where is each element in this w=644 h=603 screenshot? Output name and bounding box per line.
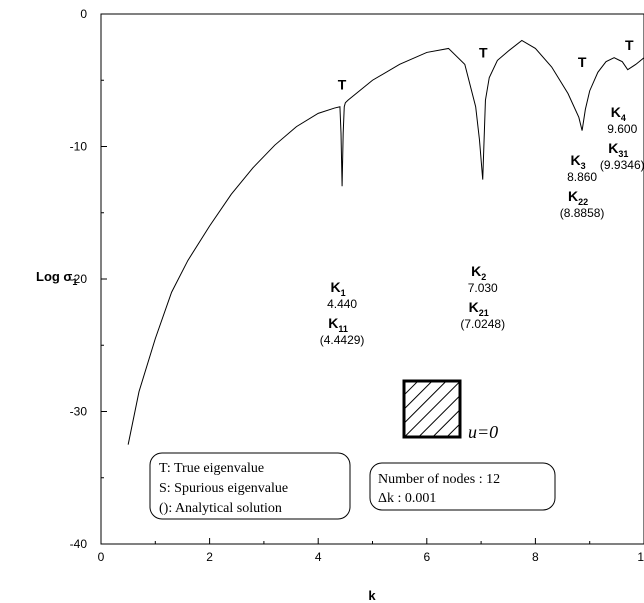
legend-item: S: Spurious eigenvalue [159, 481, 288, 496]
legend-item: T: True eigenvalue [159, 461, 264, 476]
x-tick-label: 8 [532, 550, 539, 564]
true-eigenvalue-marker: T [625, 37, 634, 53]
series-line [127, 39, 644, 445]
y-tick-label: -10 [70, 140, 88, 154]
legend-box [149, 452, 351, 520]
y-axis-label: Log σ1 [36, 269, 77, 287]
info-box [369, 462, 556, 511]
eigenvalue-value: (9.9346) [600, 158, 644, 172]
eigenvalue-value: 8.860 [567, 170, 597, 184]
true-eigenvalue-marker: T [479, 45, 488, 61]
x-tick-label: 0 [98, 550, 105, 564]
eigenvalue-symbol: K2 [471, 263, 486, 282]
eigenvalue-value: (8.8858) [560, 206, 605, 220]
eigenvalue-value: (4.4429) [320, 333, 365, 347]
domain-square [402, 379, 462, 439]
eigenvalue-symbol: K11 [328, 315, 348, 334]
x-axis-label: k [368, 588, 376, 603]
x-tick-label: 6 [423, 550, 430, 564]
eigenvalue-symbol: K1 [331, 279, 346, 298]
eigenvalue-value: (7.0248) [460, 317, 505, 331]
eigenvalue-symbol: K22 [568, 188, 588, 207]
x-tick-label: 2 [206, 550, 213, 564]
eigenvalue-symbol: K3 [571, 152, 586, 171]
eigenvalue-value: 7.030 [468, 281, 498, 295]
eigenvalue-value: 4.440 [327, 297, 357, 311]
y-tick-label: -20 [70, 272, 88, 286]
true-eigenvalue-marker: T [338, 77, 347, 93]
x-tick-label: 10 [637, 550, 644, 564]
delta-k: Δk : 0.001 [378, 491, 436, 506]
y-tick-label: -30 [70, 405, 88, 419]
legend-item: (): Analytical solution [159, 501, 282, 516]
eigenvalue-symbol: K31 [608, 140, 628, 159]
eigenvalue-symbol: K21 [469, 299, 489, 318]
eigenvalue-value: 9.600 [607, 122, 637, 136]
node-count: Number of nodes : 12 [378, 472, 500, 487]
x-tick-label: 4 [315, 550, 322, 564]
y-tick-label: -40 [70, 537, 88, 551]
true-eigenvalue-marker: T [578, 54, 587, 70]
boundary-condition-label: u=0 [468, 422, 498, 442]
y-tick-label: 0 [80, 7, 87, 21]
eigenvalue-symbol: K4 [611, 104, 626, 123]
